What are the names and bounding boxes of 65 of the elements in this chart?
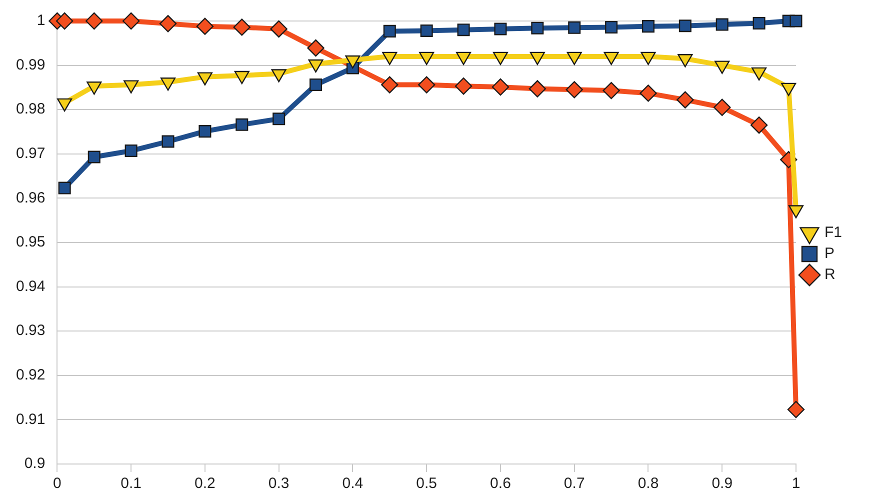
y-tick-label: 0.95	[16, 234, 46, 251]
point	[383, 24, 396, 38]
x-tick-label: 1	[792, 475, 800, 492]
point	[122, 12, 140, 30]
x-tick-label: 0.3	[268, 475, 290, 492]
point	[640, 84, 657, 102]
point	[270, 20, 288, 38]
point	[494, 22, 507, 36]
point	[790, 14, 802, 28]
point	[605, 20, 618, 34]
x-tick-label: 0	[53, 475, 62, 492]
point	[787, 400, 805, 418]
y-tick-label: 0.9	[24, 455, 46, 472]
y-tick-label: 0.97	[16, 145, 46, 162]
point	[420, 24, 433, 38]
point	[159, 15, 177, 32]
point	[566, 81, 583, 98]
point	[272, 112, 286, 126]
point	[233, 18, 250, 36]
point	[568, 21, 581, 34]
point	[528, 80, 546, 98]
y-tick-label: 0.91	[16, 410, 46, 428]
point	[492, 78, 510, 96]
y-tick-label: 0.98	[16, 100, 46, 118]
point	[381, 76, 398, 94]
point	[642, 20, 654, 33]
point	[124, 144, 138, 158]
y-tick-label: 1	[36, 12, 46, 30]
x-tick-label: 0.4	[342, 475, 364, 492]
x-tick-label: 0.5	[416, 475, 438, 492]
point	[678, 20, 692, 32]
y-tick-label: 0.96	[16, 189, 46, 206]
point	[716, 18, 728, 31]
x-tick-label: 0.1	[120, 475, 142, 492]
point	[457, 24, 470, 36]
x-tick-label: 0.7	[564, 475, 585, 492]
point	[307, 39, 324, 57]
point	[310, 78, 322, 92]
point	[531, 22, 544, 34]
legend-label: F1	[824, 224, 842, 242]
point	[86, 12, 103, 30]
y-tick-label: 0.93	[16, 322, 46, 340]
legend-label: R	[824, 266, 836, 284]
legend-label: P	[824, 245, 835, 262]
point	[162, 135, 174, 148]
x-tick-label: 0.8	[638, 475, 659, 492]
point	[58, 182, 71, 194]
point	[198, 125, 212, 138]
point	[454, 78, 472, 95]
point	[750, 116, 768, 134]
point	[196, 18, 214, 35]
y-tick-label: 0.92	[16, 366, 46, 384]
x-tick-label: 0.6	[490, 475, 511, 492]
x-tick-label: 0.9	[712, 475, 733, 492]
point	[236, 118, 248, 131]
x-tick-label: 0.2	[194, 475, 216, 492]
point	[714, 98, 731, 116]
point	[752, 16, 766, 30]
point	[88, 150, 100, 164]
point	[418, 76, 436, 94]
point	[56, 12, 74, 30]
point	[676, 91, 694, 108]
y-tick-label: 0.94	[16, 278, 46, 295]
point	[602, 82, 620, 100]
y-tick-label: 0.99	[16, 56, 46, 74]
